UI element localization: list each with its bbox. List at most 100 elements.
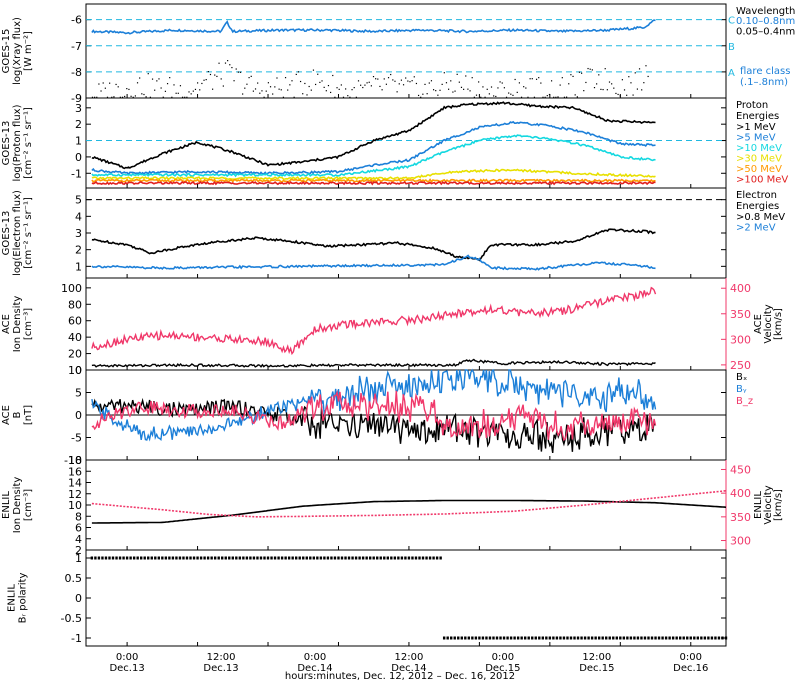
series--50-MeV <box>91 178 656 184</box>
polarity-point <box>435 556 439 560</box>
polarity-point <box>280 556 284 560</box>
data-point <box>190 93 192 95</box>
data-point <box>553 96 555 98</box>
polarity-point <box>136 556 139 560</box>
data-point <box>250 75 252 77</box>
y-label-line: GOES-15 <box>1 29 12 74</box>
data-point <box>147 73 149 75</box>
data-point <box>557 96 559 98</box>
data-point <box>293 96 295 98</box>
data-point <box>430 80 433 82</box>
polarity-point <box>636 636 640 640</box>
data-point <box>527 96 529 98</box>
polarity-point <box>139 556 143 560</box>
polarity-point <box>361 556 365 560</box>
y-axis-label: ACEB[nT] <box>1 405 34 425</box>
polarity-point <box>682 636 685 640</box>
data-point <box>109 82 111 84</box>
polarity-point <box>488 636 492 640</box>
data-point <box>428 82 430 84</box>
data-point <box>231 66 233 69</box>
polarity-point <box>671 636 675 640</box>
polarity-point <box>573 636 576 640</box>
data-point <box>432 89 435 91</box>
legend-title: Wavelength <box>736 6 795 17</box>
data-point <box>456 73 458 75</box>
y2-tick-label: 250 <box>730 359 751 372</box>
legend-entry: >5 MeV <box>736 133 776 144</box>
panel-3: 1 2 3 4 5 GOES-13log(Electron flux)[cm⁻² s⁻¹ … <box>1 187 785 279</box>
y-tick-label: 8 <box>75 510 82 523</box>
data-point <box>169 77 171 79</box>
data-point <box>385 83 387 85</box>
polarity-point <box>576 636 580 640</box>
y-label-line: ACE <box>1 314 12 334</box>
data-point <box>124 95 126 98</box>
polarity-point <box>559 636 562 640</box>
data-point <box>351 89 353 91</box>
y-label-line: [nT] <box>23 405 34 425</box>
data-point <box>111 96 113 98</box>
y-tick-label: 10 <box>68 499 82 512</box>
data-point <box>201 82 203 85</box>
data-point <box>535 78 538 80</box>
data-point <box>626 94 628 96</box>
polarity-point <box>397 556 400 560</box>
data-point <box>242 93 244 95</box>
data-point <box>445 82 448 84</box>
data-point <box>480 96 482 98</box>
polarity-point <box>358 556 361 560</box>
data-point <box>437 94 439 96</box>
x-tick-time: 12:00 <box>207 652 236 663</box>
series-line <box>91 180 656 186</box>
x-tick-time: 0:00 <box>304 652 326 663</box>
polarity-point <box>266 556 270 560</box>
data-point <box>246 83 248 85</box>
polarity-point <box>171 556 175 560</box>
y-tick-label: 100 <box>61 282 82 295</box>
polarity-point <box>696 636 700 640</box>
data-point <box>184 96 186 98</box>
data-point <box>518 82 521 84</box>
data-point <box>244 87 246 89</box>
polarity-point <box>309 556 312 560</box>
data-point <box>248 77 250 79</box>
polarity-point <box>97 556 101 560</box>
data-point <box>505 96 508 98</box>
flare-class-label: C <box>728 16 735 27</box>
data-point <box>538 77 540 79</box>
polarity-point <box>333 556 337 560</box>
polarity-point <box>605 636 608 640</box>
polarity-point <box>245 556 249 560</box>
y-tick-label: 3 <box>75 102 82 115</box>
flare-class-label: B <box>728 42 735 53</box>
polarity-point <box>175 556 178 560</box>
y-label-line: ENLIL <box>7 584 18 612</box>
polarity-point <box>432 556 435 560</box>
data-point <box>319 81 321 83</box>
y-tick-label: 0.5 <box>65 572 83 585</box>
y-tick-label: -8 <box>71 66 82 79</box>
data-point <box>280 89 282 91</box>
polarity-point <box>256 556 259 560</box>
data-point <box>299 80 302 83</box>
data-point <box>415 82 418 85</box>
y-tick-label: 60 <box>68 315 82 328</box>
polarity-point <box>210 556 213 560</box>
polarity-point <box>178 556 182 560</box>
y-tick-label: 18 <box>68 454 82 467</box>
data-point <box>263 96 265 98</box>
data-point <box>212 88 214 90</box>
polarity-point <box>615 636 618 640</box>
data-point <box>314 83 317 86</box>
data-point <box>621 79 623 81</box>
y2-label-line: Velocity <box>763 304 774 343</box>
data-point <box>398 83 400 85</box>
y-label-line: [cm⁻² s⁻¹ sr⁻¹] <box>23 197 34 269</box>
data-point <box>254 88 257 90</box>
polarity-point <box>425 556 428 560</box>
